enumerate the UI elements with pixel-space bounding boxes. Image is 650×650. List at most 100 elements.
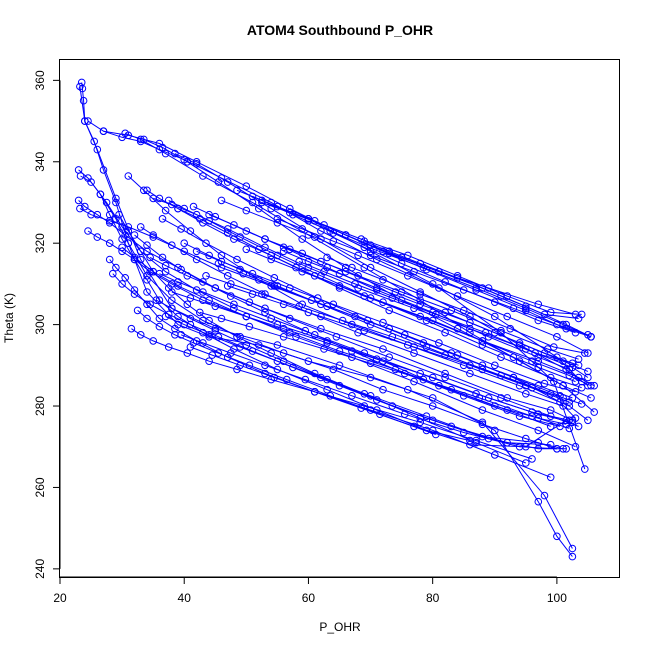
data-point xyxy=(267,349,276,357)
data-point xyxy=(335,282,344,290)
series-line xyxy=(78,169,558,450)
data-point xyxy=(491,451,499,459)
data-point xyxy=(192,247,201,256)
y-tick-label: 280 xyxy=(33,396,47,416)
data-point xyxy=(79,96,88,105)
series-line xyxy=(134,234,561,427)
series-45 xyxy=(186,343,571,451)
data-point xyxy=(515,412,524,421)
data-point xyxy=(199,278,207,286)
data-point xyxy=(149,337,157,345)
data-point xyxy=(196,215,204,223)
data-point xyxy=(74,196,83,205)
x-axis: 20 40 60 80 100 xyxy=(53,576,567,605)
series-50 xyxy=(323,253,589,357)
data-point xyxy=(329,300,338,309)
data-point xyxy=(571,388,580,396)
data-point xyxy=(267,255,276,264)
data-point xyxy=(587,394,595,402)
data-point xyxy=(127,324,136,333)
data-point xyxy=(177,265,185,274)
data-point xyxy=(428,394,437,402)
series-41 xyxy=(133,306,440,439)
data-point xyxy=(497,353,505,362)
data-point xyxy=(478,341,487,349)
data-point xyxy=(261,308,269,317)
data-point xyxy=(223,229,232,237)
series-line xyxy=(177,208,582,389)
data-point xyxy=(214,333,223,341)
data-point xyxy=(534,381,543,390)
data-point xyxy=(152,296,161,305)
data-point xyxy=(227,292,235,300)
data-point xyxy=(124,227,133,235)
data-point xyxy=(400,369,409,378)
data-point xyxy=(76,204,84,213)
data-point xyxy=(118,247,126,256)
data-point xyxy=(373,286,381,294)
data-point xyxy=(416,369,425,378)
data-point xyxy=(366,251,375,260)
series-line xyxy=(227,285,570,403)
data-point xyxy=(273,215,282,223)
data-point xyxy=(136,247,145,256)
data-point xyxy=(522,390,530,398)
data-point xyxy=(522,302,530,311)
data-point xyxy=(556,392,564,400)
data-point xyxy=(183,158,192,166)
data-point xyxy=(136,331,145,339)
series-line xyxy=(137,310,436,435)
data-point xyxy=(472,436,480,445)
data-point xyxy=(180,247,188,256)
data-point xyxy=(379,276,387,284)
data-point xyxy=(587,381,595,390)
data-point xyxy=(298,267,307,276)
data-point xyxy=(562,320,571,329)
data-point xyxy=(459,428,468,437)
data-point xyxy=(279,300,288,309)
data-point xyxy=(217,196,226,205)
data-point xyxy=(391,365,400,374)
data-point xyxy=(323,385,331,394)
series-layer xyxy=(74,78,599,561)
data-point xyxy=(491,298,499,307)
data-point xyxy=(242,227,251,235)
data-point xyxy=(143,241,151,249)
data-point xyxy=(584,416,592,425)
data-point xyxy=(164,343,173,351)
data-point xyxy=(121,129,129,138)
data-point xyxy=(419,339,428,347)
x-tick-label: 80 xyxy=(426,591,440,605)
data-point xyxy=(93,145,102,154)
data-point xyxy=(105,219,114,227)
data-point xyxy=(124,172,133,180)
series-line xyxy=(264,238,579,360)
series-line xyxy=(118,214,526,464)
data-point xyxy=(164,196,173,205)
data-point xyxy=(366,294,375,302)
series-line xyxy=(326,256,585,354)
data-point xyxy=(540,491,549,500)
data-point xyxy=(373,396,381,404)
series-line xyxy=(221,199,589,354)
data-point xyxy=(441,328,449,337)
data-point xyxy=(435,284,443,292)
data-point xyxy=(379,318,387,327)
data-point xyxy=(298,225,307,233)
data-point xyxy=(466,369,474,378)
data-point xyxy=(171,149,179,158)
data-point xyxy=(320,345,328,353)
data-point xyxy=(192,160,201,168)
data-point xyxy=(357,404,366,412)
data-point xyxy=(84,117,92,125)
data-point xyxy=(270,274,279,282)
data-point xyxy=(112,263,120,272)
data-point xyxy=(587,333,595,341)
data-point xyxy=(81,202,89,211)
data-point xyxy=(118,280,126,288)
data-point xyxy=(118,235,126,243)
x-axis-label: P_OHR xyxy=(319,620,361,634)
data-point xyxy=(400,331,409,339)
data-point xyxy=(584,367,592,376)
data-point xyxy=(317,312,325,321)
